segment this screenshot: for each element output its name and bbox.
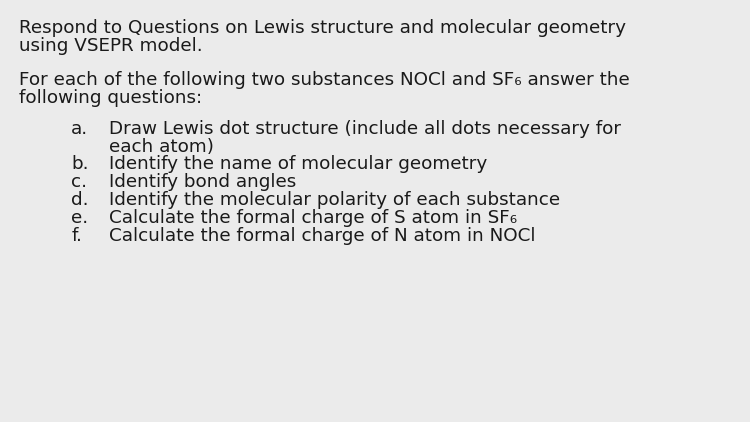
Text: d.: d. bbox=[71, 191, 88, 209]
Text: using VSEPR model.: using VSEPR model. bbox=[19, 37, 203, 55]
Text: each atom): each atom) bbox=[109, 138, 214, 156]
Text: following questions:: following questions: bbox=[19, 89, 202, 107]
Text: Identify the name of molecular geometry: Identify the name of molecular geometry bbox=[109, 155, 487, 173]
Text: Respond to Questions on Lewis structure and molecular geometry: Respond to Questions on Lewis structure … bbox=[19, 19, 626, 37]
Text: b.: b. bbox=[71, 155, 88, 173]
Text: e.: e. bbox=[71, 209, 88, 227]
Text: a.: a. bbox=[71, 120, 88, 138]
Text: Identify bond angles: Identify bond angles bbox=[109, 173, 296, 191]
Text: Calculate the formal charge of S atom in SF₆: Calculate the formal charge of S atom in… bbox=[109, 209, 517, 227]
Text: Identify the molecular polarity of each substance: Identify the molecular polarity of each … bbox=[109, 191, 560, 209]
Text: c.: c. bbox=[71, 173, 87, 191]
Text: f.: f. bbox=[71, 227, 82, 245]
Text: Draw Lewis dot structure (include all dots necessary for: Draw Lewis dot structure (include all do… bbox=[109, 120, 621, 138]
Text: Calculate the formal charge of N atom in NOCl: Calculate the formal charge of N atom in… bbox=[109, 227, 535, 245]
Text: For each of the following two substances NOCl and SF₆ answer the: For each of the following two substances… bbox=[19, 71, 629, 89]
